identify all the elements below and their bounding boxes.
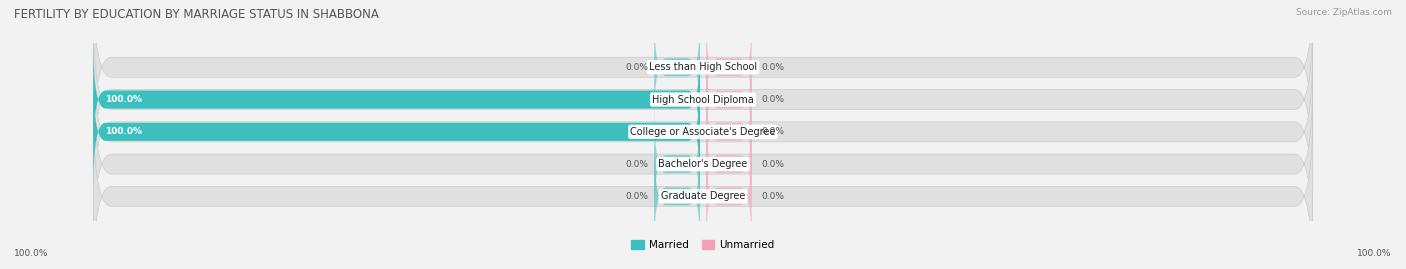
FancyBboxPatch shape [93,44,700,155]
FancyBboxPatch shape [706,109,752,220]
Text: 100.0%: 100.0% [105,127,142,136]
Text: Bachelor's Degree: Bachelor's Degree [658,159,748,169]
FancyBboxPatch shape [93,77,1313,251]
FancyBboxPatch shape [706,44,752,155]
Text: 0.0%: 0.0% [761,95,785,104]
Text: 100.0%: 100.0% [105,95,142,104]
Text: FERTILITY BY EDUCATION BY MARRIAGE STATUS IN SHABBONA: FERTILITY BY EDUCATION BY MARRIAGE STATU… [14,8,380,21]
FancyBboxPatch shape [93,109,1313,269]
Text: 0.0%: 0.0% [761,192,785,201]
FancyBboxPatch shape [93,13,1313,186]
FancyBboxPatch shape [93,0,1313,154]
FancyBboxPatch shape [654,141,700,252]
Text: Source: ZipAtlas.com: Source: ZipAtlas.com [1296,8,1392,17]
FancyBboxPatch shape [706,76,752,187]
FancyBboxPatch shape [654,109,700,220]
Text: 0.0%: 0.0% [761,127,785,136]
FancyBboxPatch shape [93,76,700,187]
Legend: Married, Unmarried: Married, Unmarried [627,236,779,254]
FancyBboxPatch shape [654,12,700,123]
Text: 0.0%: 0.0% [626,63,648,72]
Text: 0.0%: 0.0% [626,192,648,201]
Text: Graduate Degree: Graduate Degree [661,191,745,201]
Text: High School Diploma: High School Diploma [652,94,754,105]
Text: 100.0%: 100.0% [14,249,49,258]
FancyBboxPatch shape [706,141,752,252]
FancyBboxPatch shape [93,45,1313,219]
Text: Less than High School: Less than High School [650,62,756,72]
Text: 0.0%: 0.0% [761,63,785,72]
Text: 0.0%: 0.0% [626,160,648,169]
Text: College or Associate's Degree: College or Associate's Degree [630,127,776,137]
Text: 0.0%: 0.0% [761,160,785,169]
Text: 100.0%: 100.0% [1357,249,1392,258]
FancyBboxPatch shape [706,12,752,123]
